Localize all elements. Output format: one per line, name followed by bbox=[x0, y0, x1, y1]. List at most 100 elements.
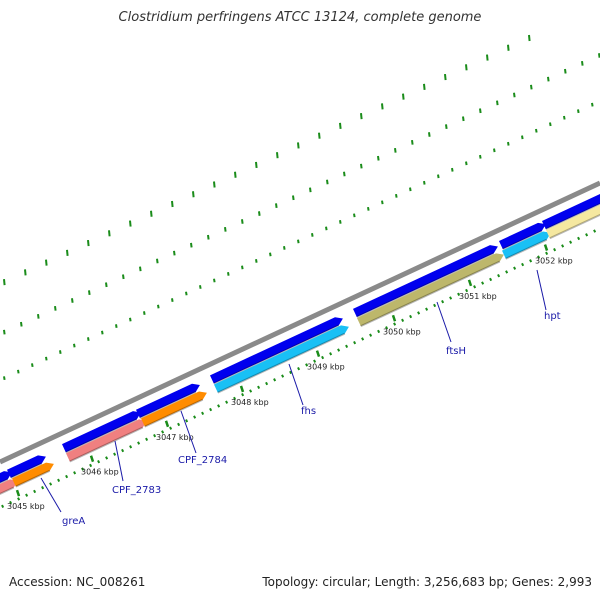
minor-tick bbox=[489, 277, 493, 282]
skew-dot bbox=[577, 109, 580, 114]
skew-dot bbox=[213, 278, 216, 283]
skew-dot bbox=[394, 147, 397, 153]
skew-dot bbox=[143, 311, 146, 315]
skew-dot bbox=[129, 220, 132, 227]
gene-label: ftsH bbox=[446, 346, 466, 357]
skew-dot bbox=[465, 161, 468, 166]
minor-tick bbox=[9, 500, 13, 505]
gene-label: greA bbox=[62, 516, 85, 527]
skew-dot bbox=[496, 100, 499, 106]
skew-dot bbox=[292, 195, 295, 201]
minor-tick bbox=[329, 352, 333, 356]
minor-tick bbox=[281, 374, 285, 378]
skew-dot bbox=[59, 350, 62, 355]
skew-dot bbox=[173, 250, 176, 256]
minor-tick bbox=[121, 448, 125, 453]
label-leader-line bbox=[40, 477, 62, 513]
minor-tick bbox=[185, 419, 189, 423]
skew-dot bbox=[423, 83, 426, 90]
skew-dot bbox=[129, 317, 132, 322]
skew-dot bbox=[462, 116, 465, 122]
skew-dot bbox=[45, 356, 48, 361]
skew-dot bbox=[297, 142, 300, 149]
skew-dot bbox=[360, 163, 363, 169]
skew-dot bbox=[276, 152, 279, 159]
position-label: 3046 kbp bbox=[81, 468, 119, 477]
gc-skew-dots bbox=[3, 34, 600, 381]
major-tick bbox=[543, 244, 549, 251]
minor-tick bbox=[161, 430, 165, 434]
skew-dot bbox=[535, 128, 538, 133]
skew-dot bbox=[411, 140, 414, 145]
minor-tick bbox=[473, 285, 477, 289]
minor-tick bbox=[457, 292, 461, 296]
skew-dot bbox=[255, 259, 258, 263]
skew-dot bbox=[507, 141, 510, 146]
minor-tick bbox=[441, 300, 445, 304]
skew-dot bbox=[395, 193, 398, 198]
skew-dot bbox=[353, 213, 356, 218]
minor-tick bbox=[409, 314, 413, 319]
skew-dot bbox=[54, 306, 57, 311]
gene-feature-forward bbox=[7, 455, 46, 479]
gene-label: CPF_2784 bbox=[178, 455, 227, 466]
label-leader-line bbox=[536, 269, 547, 311]
minor-tick bbox=[529, 259, 533, 263]
skew-dot bbox=[465, 64, 468, 71]
skew-dot bbox=[171, 200, 174, 208]
minor-tick bbox=[233, 396, 237, 401]
minor-tick bbox=[169, 426, 173, 430]
minor-tick bbox=[273, 378, 277, 382]
minor-tick bbox=[305, 363, 309, 367]
minor-tick bbox=[265, 381, 269, 386]
skew-dot bbox=[227, 272, 230, 276]
skew-dot bbox=[360, 113, 363, 120]
skew-dot bbox=[325, 226, 328, 231]
skew-dot bbox=[513, 92, 516, 98]
skew-dot bbox=[339, 219, 342, 224]
gene-labels: greA CPF_2783 CPF_2784 fhs ftsH hpt bbox=[40, 269, 561, 527]
gene-feature-category bbox=[357, 253, 504, 328]
skew-dot bbox=[528, 34, 531, 42]
gene-feature-forward bbox=[542, 194, 600, 231]
minor-tick bbox=[561, 244, 565, 248]
minor-tick bbox=[89, 463, 93, 468]
minor-tick bbox=[369, 333, 373, 337]
skew-dot bbox=[224, 226, 227, 232]
position-label: 3052 kbp bbox=[535, 257, 573, 266]
skew-dot bbox=[17, 369, 20, 374]
skew-dot bbox=[318, 132, 321, 139]
skew-dot bbox=[87, 337, 90, 341]
minor-tick bbox=[449, 296, 453, 300]
skew-dot bbox=[423, 180, 426, 185]
label-leader-line bbox=[114, 440, 124, 482]
gene-feature-forward bbox=[499, 222, 546, 251]
skew-dot bbox=[115, 324, 118, 328]
minor-tick bbox=[105, 456, 109, 460]
minor-tick bbox=[385, 326, 389, 330]
position-label: 3050 kbp bbox=[383, 327, 421, 336]
minor-tick bbox=[345, 344, 349, 349]
major-tick bbox=[89, 455, 95, 463]
gene-features bbox=[0, 194, 600, 496]
skew-dot bbox=[185, 291, 188, 296]
minor-tick bbox=[65, 474, 69, 479]
major-tick bbox=[467, 279, 473, 287]
minor-tick bbox=[593, 229, 597, 233]
gene-label: fhs bbox=[301, 406, 316, 417]
gene-feature-category bbox=[66, 419, 147, 463]
minor-tick bbox=[41, 486, 45, 490]
skew-dot bbox=[207, 234, 210, 240]
minor-tick bbox=[177, 422, 181, 427]
position-ticks: 3045 kbp 3046 kbp 3047 kbp 3048 kbp 3049 kbp… bbox=[1, 229, 597, 511]
major-tick bbox=[239, 385, 245, 393]
minor-tick bbox=[481, 281, 485, 285]
skew-dot bbox=[3, 279, 6, 286]
skew-dot bbox=[24, 269, 27, 276]
minor-tick bbox=[193, 415, 197, 419]
minor-tick bbox=[289, 370, 293, 375]
skew-dot bbox=[199, 285, 202, 289]
skew-dot bbox=[101, 330, 104, 335]
skew-dot bbox=[377, 155, 380, 161]
skew-dot bbox=[283, 246, 286, 250]
